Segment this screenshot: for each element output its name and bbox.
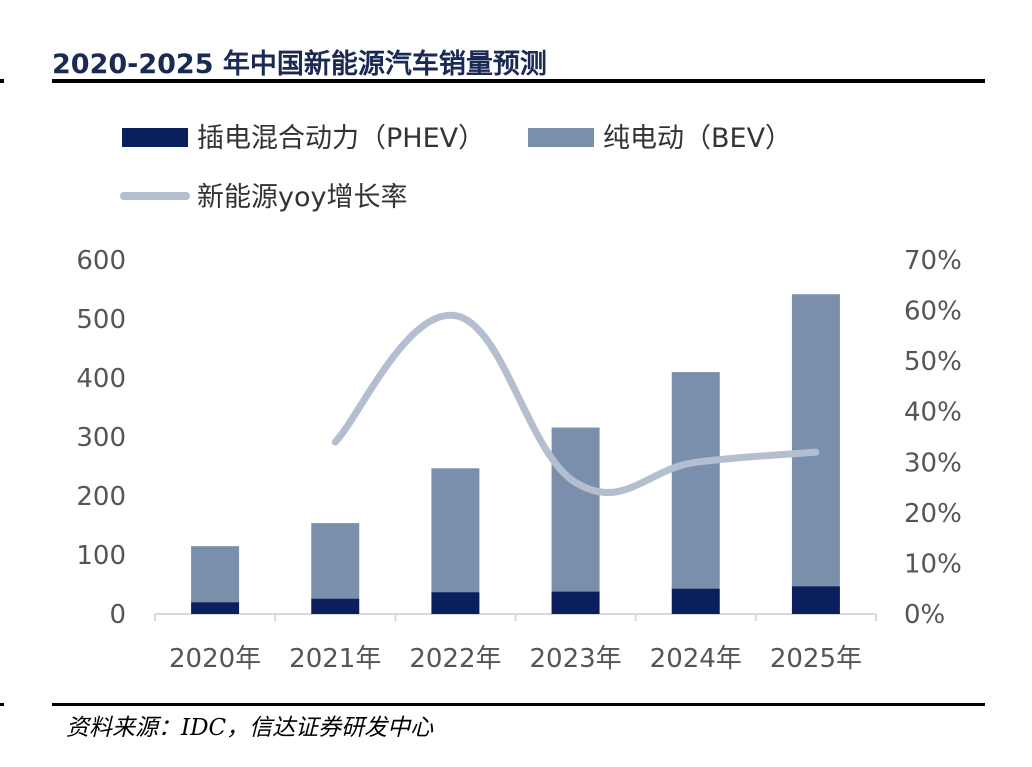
bar-bev	[431, 468, 480, 593]
chart-area: 插电混合动力（PHEV） 纯电动（BEV） 新能源yoy增长率 2020年 2021年…	[76, 123, 961, 674]
y-right-tick-label: 50%	[904, 347, 962, 377]
y-right-tick-label: 0%	[904, 600, 945, 630]
axes: 2020年 2021年 2022年 2023年 2024年 2025年 0 100 200 300…	[76, 246, 961, 674]
x-tick-label: 2020年	[169, 644, 261, 674]
y-right-tick-label: 10%	[904, 549, 962, 579]
x-tick-label: 2024年	[650, 644, 742, 674]
x-tick-label: 2025年	[770, 644, 862, 674]
y-left-tick-label: 400	[76, 364, 126, 394]
title-rule	[52, 79, 985, 83]
bar-phev	[431, 592, 480, 614]
legend-label-bev: 纯电动（BEV）	[603, 123, 792, 154]
y-left-tick-label: 100	[76, 541, 126, 571]
bar-bev	[311, 523, 360, 599]
left-marker-bottom	[0, 703, 4, 706]
x-tick-label: 2021年	[289, 644, 381, 674]
legend-label-phev: 插电混合动力（PHEV）	[197, 123, 485, 154]
y-left-tick-label: 500	[76, 305, 126, 335]
bar-bev	[551, 427, 600, 592]
y-left-tick-label: 300	[76, 423, 126, 453]
bars	[191, 294, 840, 614]
y-left-tick-label: 0	[109, 600, 126, 630]
bar-bev	[671, 372, 720, 589]
y-right-tick-label: 70%	[904, 246, 962, 276]
y-right-tick-label: 20%	[904, 499, 962, 529]
legend-swatch-bev	[528, 128, 594, 147]
legend-label-line: 新能源yoy增长率	[197, 182, 407, 213]
y-left-tick-label: 200	[76, 482, 126, 512]
bar-bev	[791, 294, 840, 587]
legend-swatch-phev	[122, 128, 188, 147]
source-note: 资料来源：IDC，信达证券研发中心	[66, 715, 434, 741]
bar-phev	[191, 602, 240, 614]
y-right-tick-label: 30%	[904, 448, 962, 478]
bar-phev	[311, 598, 360, 614]
bar-bev	[191, 546, 240, 603]
y-right-tick-label: 40%	[904, 398, 962, 428]
growth-line-path	[331, 312, 820, 497]
bar-phev	[791, 586, 840, 614]
chart-title: 2020-2025 年中国新能源汽车销量预测	[52, 49, 547, 80]
left-marker-top	[0, 79, 4, 83]
bottom-rule	[52, 703, 985, 706]
growth-line	[331, 312, 820, 497]
y-right-tick-label: 60%	[904, 297, 962, 327]
bar-phev	[671, 588, 720, 614]
bar-phev	[551, 591, 600, 614]
x-tick-label: 2022年	[409, 644, 501, 674]
x-tick-label: 2023年	[529, 644, 621, 674]
legend: 插电混合动力（PHEV） 纯电动（BEV） 新能源yoy增长率	[120, 123, 792, 213]
y-left-tick-label: 600	[76, 246, 126, 276]
